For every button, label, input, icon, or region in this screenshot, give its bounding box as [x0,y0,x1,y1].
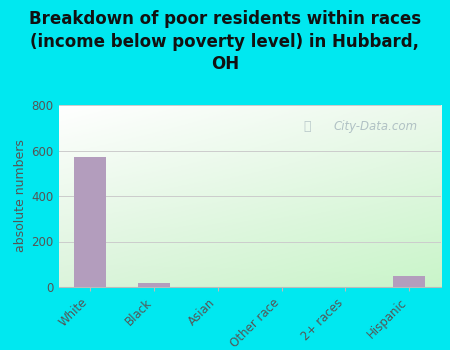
Bar [74,158,106,287]
Text: Breakdown of poor residents within races
(income below poverty level) in Hubbard: Breakdown of poor residents within races… [29,10,421,73]
Text: ⓘ: ⓘ [303,120,311,133]
Bar [393,276,425,287]
Bar [138,283,170,287]
Text: City-Data.com: City-Data.com [334,120,418,133]
Y-axis label: absolute numbers: absolute numbers [14,140,27,252]
